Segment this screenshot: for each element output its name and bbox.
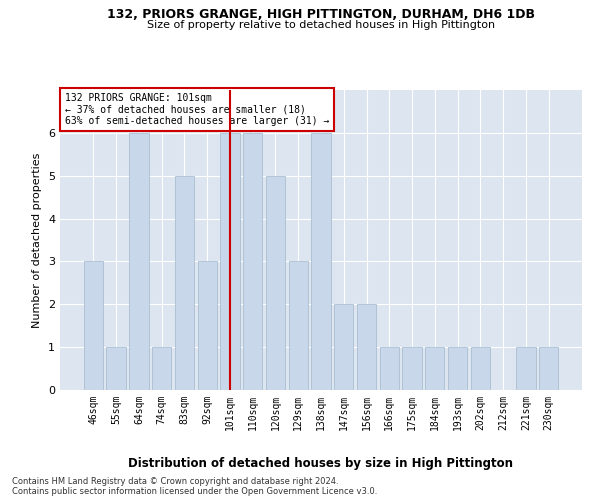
Bar <box>425 347 445 390</box>
Bar <box>357 304 376 390</box>
Y-axis label: Number of detached properties: Number of detached properties <box>32 152 43 328</box>
Text: 132 PRIORS GRANGE: 101sqm
← 37% of detached houses are smaller (18)
63% of semi-: 132 PRIORS GRANGE: 101sqm ← 37% of detac… <box>65 93 329 126</box>
Bar <box>243 133 262 390</box>
Bar <box>539 347 558 390</box>
Bar <box>516 347 536 390</box>
Text: Size of property relative to detached houses in High Pittington: Size of property relative to detached ho… <box>147 20 495 30</box>
Bar <box>311 133 331 390</box>
Bar <box>220 133 239 390</box>
Bar <box>106 347 126 390</box>
Bar <box>197 262 217 390</box>
Bar <box>175 176 194 390</box>
Bar <box>129 133 149 390</box>
Bar <box>152 347 172 390</box>
Text: Contains HM Land Registry data © Crown copyright and database right 2024.: Contains HM Land Registry data © Crown c… <box>12 478 338 486</box>
Text: 132, PRIORS GRANGE, HIGH PITTINGTON, DURHAM, DH6 1DB: 132, PRIORS GRANGE, HIGH PITTINGTON, DUR… <box>107 8 535 20</box>
Text: Distribution of detached houses by size in High Pittington: Distribution of detached houses by size … <box>128 458 514 470</box>
Bar <box>403 347 422 390</box>
Bar <box>266 176 285 390</box>
Text: Contains public sector information licensed under the Open Government Licence v3: Contains public sector information licen… <box>12 488 377 496</box>
Bar <box>289 262 308 390</box>
Bar <box>470 347 490 390</box>
Bar <box>84 262 103 390</box>
Bar <box>334 304 353 390</box>
Bar <box>448 347 467 390</box>
Bar <box>380 347 399 390</box>
